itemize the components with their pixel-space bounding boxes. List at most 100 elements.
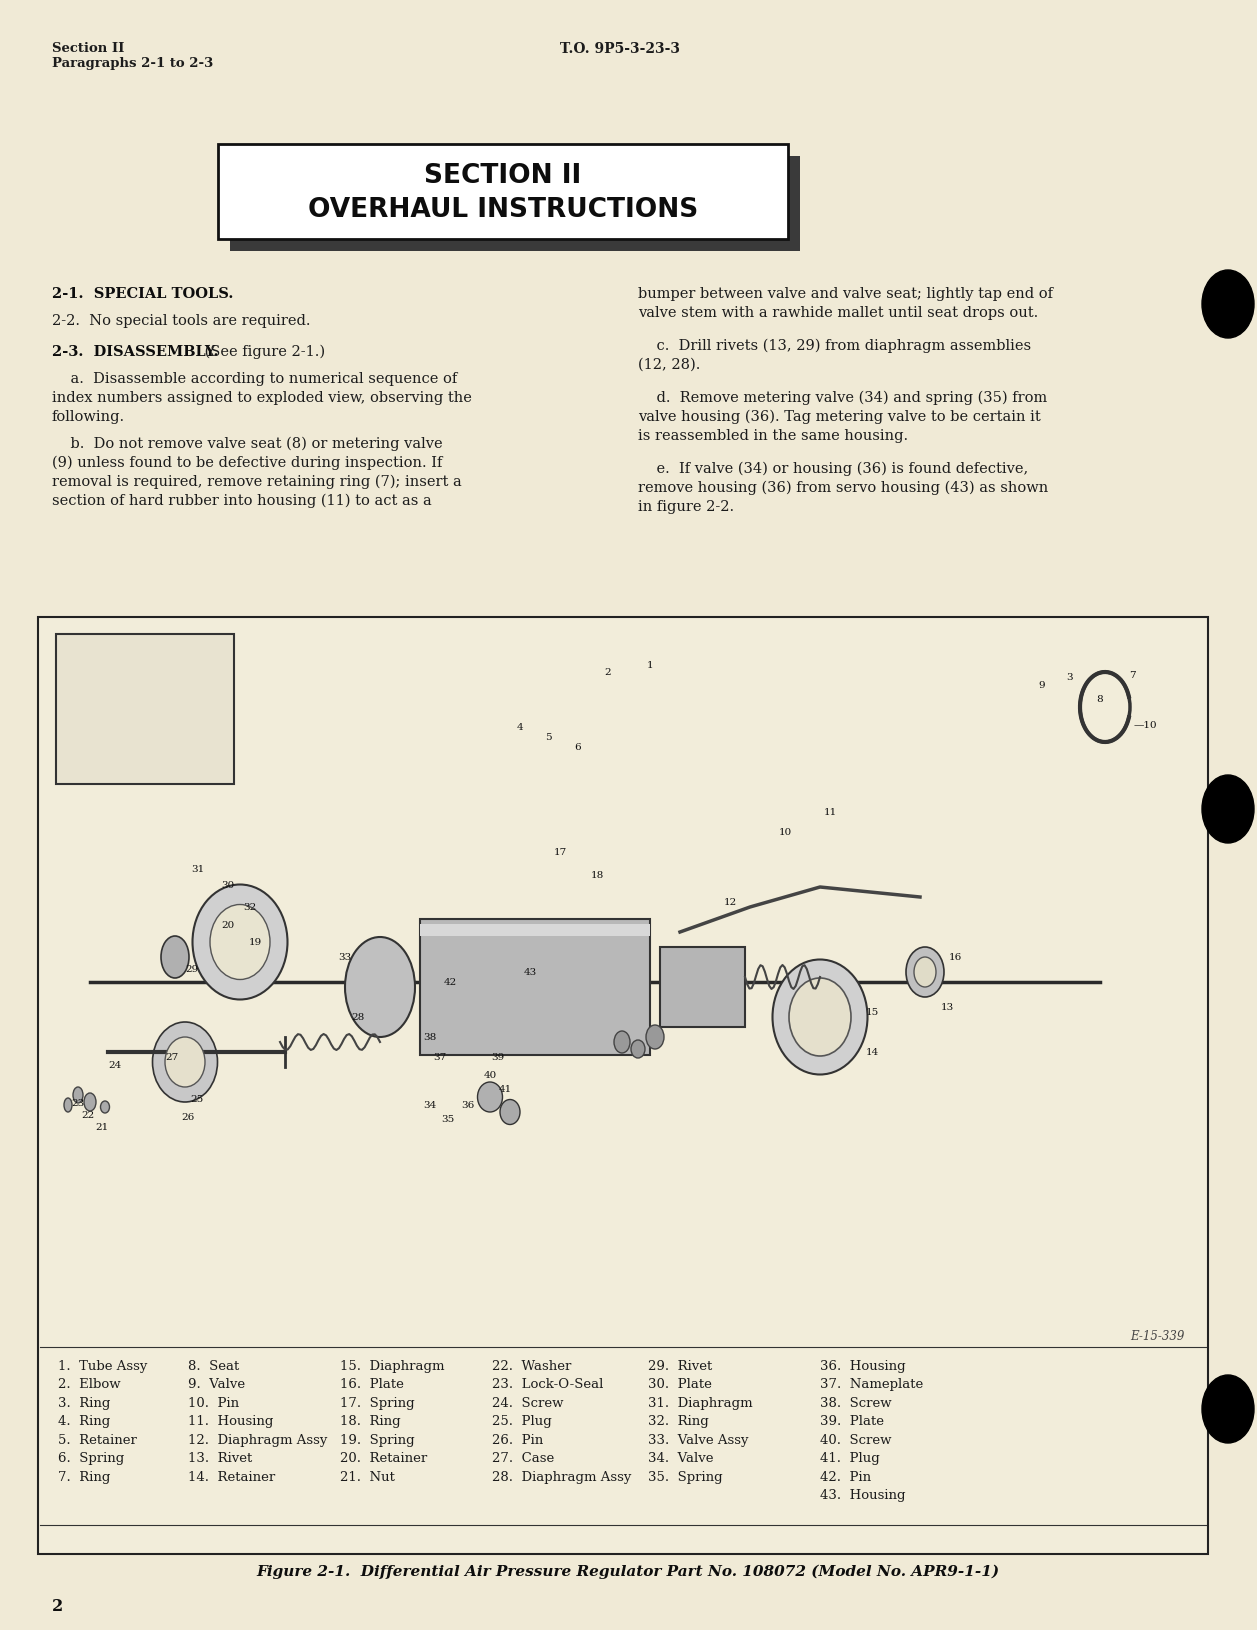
Text: E-15-339: E-15-339 (1130, 1328, 1184, 1341)
Text: 36.  Housing: 36. Housing (820, 1359, 905, 1372)
Text: 1.  Tube Assy: 1. Tube Assy (58, 1359, 147, 1372)
Text: 4: 4 (517, 724, 523, 732)
Text: 6: 6 (574, 743, 581, 751)
Text: 23: 23 (72, 1099, 84, 1108)
Text: 34.  Valve: 34. Valve (649, 1452, 714, 1465)
Text: e.  If valve (34) or housing (36) is found defective,: e. If valve (34) or housing (36) is foun… (639, 461, 1028, 476)
Text: 27.  Case: 27. Case (491, 1452, 554, 1465)
Ellipse shape (478, 1082, 503, 1112)
Text: 21: 21 (96, 1123, 108, 1131)
Text: —10: —10 (1134, 720, 1156, 730)
Text: 16.  Plate: 16. Plate (339, 1377, 403, 1390)
Bar (420, 919, 650, 1055)
Text: 43: 43 (523, 968, 537, 976)
Text: 2-2.  No special tools are required.: 2-2. No special tools are required. (52, 315, 310, 328)
Text: OVERHAUL INSTRUCTIONS: OVERHAUL INSTRUCTIONS (308, 197, 698, 223)
Ellipse shape (73, 1087, 83, 1104)
Text: 21.  Nut: 21. Nut (339, 1470, 395, 1483)
Ellipse shape (84, 1094, 96, 1112)
Bar (420, 924, 650, 936)
Text: 33: 33 (338, 954, 352, 962)
Text: 23.  Lock-O-Seal: 23. Lock-O-Seal (491, 1377, 603, 1390)
Polygon shape (230, 156, 799, 253)
Text: valve housing (36). Tag metering valve to be certain it: valve housing (36). Tag metering valve t… (639, 409, 1041, 424)
Ellipse shape (646, 1025, 664, 1050)
Text: (9) unless found to be defective during inspection. If: (9) unless found to be defective during … (52, 456, 442, 469)
Text: 22: 22 (82, 1110, 94, 1120)
Text: section of hard rubber into housing (11) to act as a: section of hard rubber into housing (11)… (52, 494, 431, 509)
Text: c.  Drill rivets (13, 29) from diaphragm assemblies: c. Drill rivets (13, 29) from diaphragm … (639, 339, 1031, 354)
Text: 24.  Screw: 24. Screw (491, 1397, 563, 1410)
Text: remove housing (36) from servo housing (43) as shown: remove housing (36) from servo housing (… (639, 481, 1048, 496)
Text: 24: 24 (108, 1061, 122, 1069)
Text: 28: 28 (352, 1012, 365, 1022)
Text: 11.  Housing: 11. Housing (189, 1415, 273, 1428)
Ellipse shape (152, 1022, 217, 1102)
Text: 33.  Valve Assy: 33. Valve Assy (649, 1433, 748, 1446)
Text: 2-1.  SPECIAL TOOLS.: 2-1. SPECIAL TOOLS. (52, 287, 234, 302)
Text: index numbers assigned to exploded view, observing the: index numbers assigned to exploded view,… (52, 391, 471, 404)
Text: b.  Do not remove valve seat (8) or metering valve: b. Do not remove valve seat (8) or meter… (52, 437, 442, 452)
Text: 7.  Ring: 7. Ring (58, 1470, 111, 1483)
Text: in figure 2-2.: in figure 2-2. (639, 500, 734, 513)
Text: SECTION II: SECTION II (425, 163, 582, 189)
Ellipse shape (773, 960, 867, 1074)
Ellipse shape (906, 947, 944, 998)
Text: Paragraphs 2-1 to 2-3: Paragraphs 2-1 to 2-3 (52, 57, 214, 70)
Text: is reassembled in the same housing.: is reassembled in the same housing. (639, 429, 908, 443)
Text: 2.  Elbow: 2. Elbow (58, 1377, 121, 1390)
Text: 2: 2 (52, 1597, 63, 1614)
Text: removal is required, remove retaining ring (7); insert a: removal is required, remove retaining ri… (52, 474, 461, 489)
Text: 19.  Spring: 19. Spring (339, 1433, 415, 1446)
Text: 2-3.  DISASSEMBLY.: 2-3. DISASSEMBLY. (52, 346, 219, 359)
Text: (12, 28).: (12, 28). (639, 357, 700, 372)
Text: 9: 9 (1038, 681, 1046, 689)
Text: 25: 25 (190, 1095, 204, 1104)
Text: d.  Remove metering valve (34) and spring (35) from: d. Remove metering valve (34) and spring… (639, 391, 1047, 406)
Text: T.O. 9P5-3-23-3: T.O. 9P5-3-23-3 (561, 42, 680, 55)
Text: 18.  Ring: 18. Ring (339, 1415, 401, 1428)
Text: 4.  Ring: 4. Ring (58, 1415, 111, 1428)
Text: 40.  Screw: 40. Screw (820, 1433, 891, 1446)
Text: 38: 38 (424, 1033, 436, 1042)
Text: 13: 13 (940, 1002, 954, 1012)
Ellipse shape (192, 885, 288, 999)
Text: 10.  Pin: 10. Pin (189, 1397, 239, 1410)
Ellipse shape (914, 957, 936, 988)
Text: 32.  Ring: 32. Ring (649, 1415, 709, 1428)
Text: 27: 27 (166, 1053, 178, 1061)
Text: 30.  Plate: 30. Plate (649, 1377, 711, 1390)
Text: 15.  Diaphragm: 15. Diaphragm (339, 1359, 445, 1372)
Text: 2: 2 (605, 668, 611, 676)
Text: 12: 12 (723, 898, 737, 906)
Text: 37: 37 (434, 1053, 446, 1061)
Text: 19: 19 (249, 937, 261, 947)
Text: 3.  Ring: 3. Ring (58, 1397, 111, 1410)
Text: 37.  Nameplate: 37. Nameplate (820, 1377, 923, 1390)
Text: 20: 20 (221, 921, 235, 931)
Text: 34: 34 (424, 1100, 436, 1110)
Text: 8: 8 (1096, 694, 1104, 704)
Ellipse shape (1202, 776, 1254, 843)
Text: 39: 39 (491, 1053, 504, 1061)
Ellipse shape (344, 937, 415, 1037)
Text: 14: 14 (865, 1048, 879, 1056)
Ellipse shape (1202, 1376, 1254, 1443)
Ellipse shape (500, 1100, 520, 1125)
Ellipse shape (210, 905, 270, 980)
Ellipse shape (1202, 271, 1254, 339)
Bar (38, 618, 1208, 1553)
Text: 12.  Diaphragm Assy: 12. Diaphragm Assy (189, 1433, 327, 1446)
Text: 10: 10 (778, 828, 792, 836)
Text: 14.  Retainer: 14. Retainer (189, 1470, 275, 1483)
Text: 26.  Pin: 26. Pin (491, 1433, 543, 1446)
Text: 41: 41 (498, 1086, 512, 1094)
Text: 29.  Rivet: 29. Rivet (649, 1359, 713, 1372)
Text: a.  Disassemble according to numerical sequence of: a. Disassemble according to numerical se… (52, 372, 458, 386)
Text: 26: 26 (181, 1113, 195, 1121)
Text: 31.  Diaphragm: 31. Diaphragm (649, 1397, 753, 1410)
Ellipse shape (613, 1032, 630, 1053)
Text: 38.  Screw: 38. Screw (820, 1397, 891, 1410)
Text: Section II: Section II (52, 42, 124, 55)
Text: valve stem with a rawhide mallet until seat drops out.: valve stem with a rawhide mallet until s… (639, 306, 1038, 319)
